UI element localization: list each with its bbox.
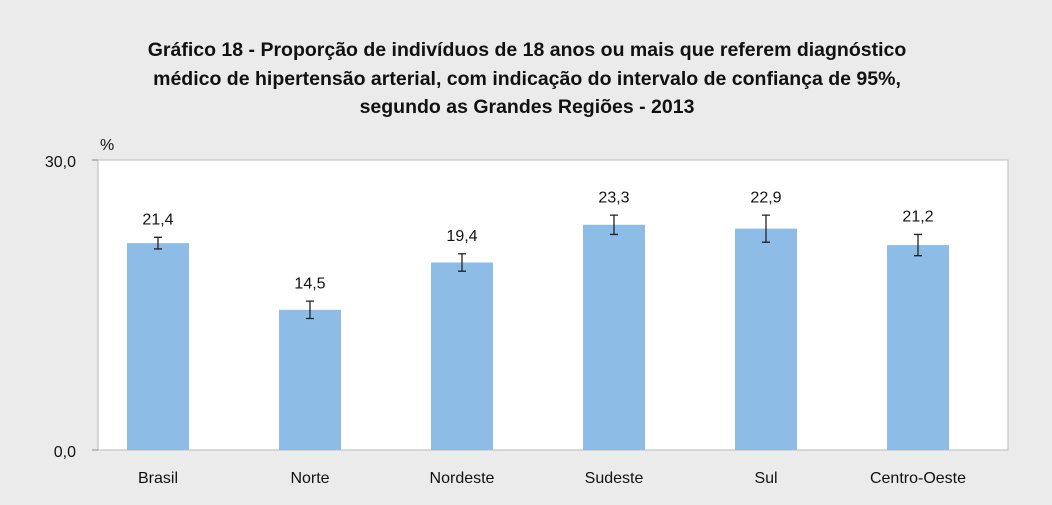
error-bar: [306, 300, 314, 320]
chart-title: Gráfico 18 - Proporção de indivíduos de …: [148, 39, 907, 61]
x-tick-label: Sul: [754, 470, 777, 487]
y-tick-label: 0,0: [54, 444, 76, 461]
bar: [583, 224, 645, 450]
x-tick-label: Sudeste: [585, 470, 644, 487]
chart-title: médico de hipertensão arterial, com indi…: [153, 68, 901, 90]
error-bar: [914, 233, 922, 257]
value-label: 23,3: [598, 189, 629, 206]
error-bar: [154, 236, 162, 250]
bar: [431, 262, 493, 450]
plot-area: [97, 159, 1009, 451]
x-tick-label: Norte: [290, 470, 329, 487]
error-bar: [762, 214, 770, 243]
bar: [735, 228, 797, 450]
value-label: 21,4: [142, 212, 173, 229]
chart-title: segundo as Grandes Regiões - 2013: [360, 96, 695, 118]
y-tick-label: 30,0: [45, 154, 76, 171]
value-label: 14,5: [294, 275, 325, 292]
bar: [887, 245, 949, 450]
y-axis-label: %: [100, 137, 114, 154]
error-bar: [458, 253, 466, 272]
x-tick-label: Nordeste: [430, 470, 495, 487]
bar: [127, 243, 189, 450]
value-label: 22,9: [750, 189, 781, 206]
bar: [279, 309, 341, 450]
value-label: 21,2: [902, 209, 933, 226]
error-bar: [610, 214, 618, 236]
value-label: 19,4: [446, 228, 477, 245]
x-tick-label: Brasil: [138, 470, 178, 487]
x-tick-label: Centro-Oeste: [870, 470, 966, 487]
